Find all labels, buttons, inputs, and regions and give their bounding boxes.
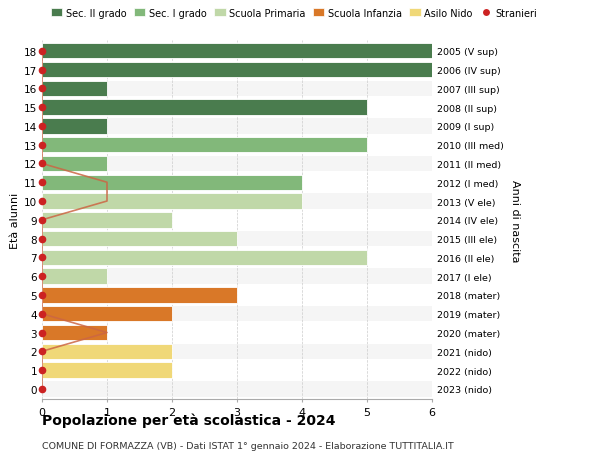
Bar bbox=[42, 119, 107, 134]
Bar bbox=[42, 250, 367, 265]
Y-axis label: Anni di nascita: Anni di nascita bbox=[511, 179, 520, 262]
Bar bbox=[42, 213, 432, 228]
Bar bbox=[42, 138, 367, 153]
Y-axis label: Età alunni: Età alunni bbox=[10, 192, 20, 248]
Bar bbox=[42, 306, 172, 322]
Bar bbox=[42, 381, 432, 397]
Bar bbox=[42, 81, 107, 97]
Bar bbox=[42, 44, 432, 59]
Bar bbox=[42, 194, 432, 209]
Bar bbox=[42, 231, 237, 247]
Bar bbox=[42, 138, 432, 153]
Bar bbox=[42, 100, 367, 116]
Bar bbox=[42, 100, 432, 116]
Bar bbox=[42, 119, 432, 134]
Bar bbox=[42, 175, 302, 190]
Bar bbox=[42, 157, 432, 172]
Bar bbox=[42, 63, 432, 78]
Bar bbox=[42, 325, 432, 341]
Bar bbox=[42, 325, 107, 341]
Bar bbox=[42, 288, 237, 303]
Bar bbox=[42, 344, 172, 359]
Bar bbox=[42, 288, 432, 303]
Bar bbox=[42, 306, 432, 322]
Bar bbox=[42, 269, 432, 284]
Text: COMUNE DI FORMAZZA (VB) - Dati ISTAT 1° gennaio 2024 - Elaborazione TUTTITALIA.I: COMUNE DI FORMAZZA (VB) - Dati ISTAT 1° … bbox=[42, 441, 454, 450]
Bar bbox=[42, 194, 302, 209]
Bar bbox=[42, 213, 172, 228]
Bar bbox=[42, 81, 432, 97]
Bar bbox=[42, 44, 432, 59]
Bar bbox=[42, 231, 432, 247]
Bar bbox=[42, 157, 107, 172]
Bar bbox=[42, 363, 172, 378]
Legend: Sec. II grado, Sec. I grado, Scuola Primaria, Scuola Infanzia, Asilo Nido, Stran: Sec. II grado, Sec. I grado, Scuola Prim… bbox=[47, 5, 541, 22]
Bar bbox=[42, 269, 107, 284]
Bar bbox=[42, 175, 432, 190]
Bar bbox=[42, 63, 432, 78]
Text: Popolazione per età scolastica - 2024: Popolazione per età scolastica - 2024 bbox=[42, 413, 335, 428]
Bar bbox=[42, 363, 432, 378]
Bar bbox=[42, 250, 432, 265]
Bar bbox=[42, 344, 432, 359]
